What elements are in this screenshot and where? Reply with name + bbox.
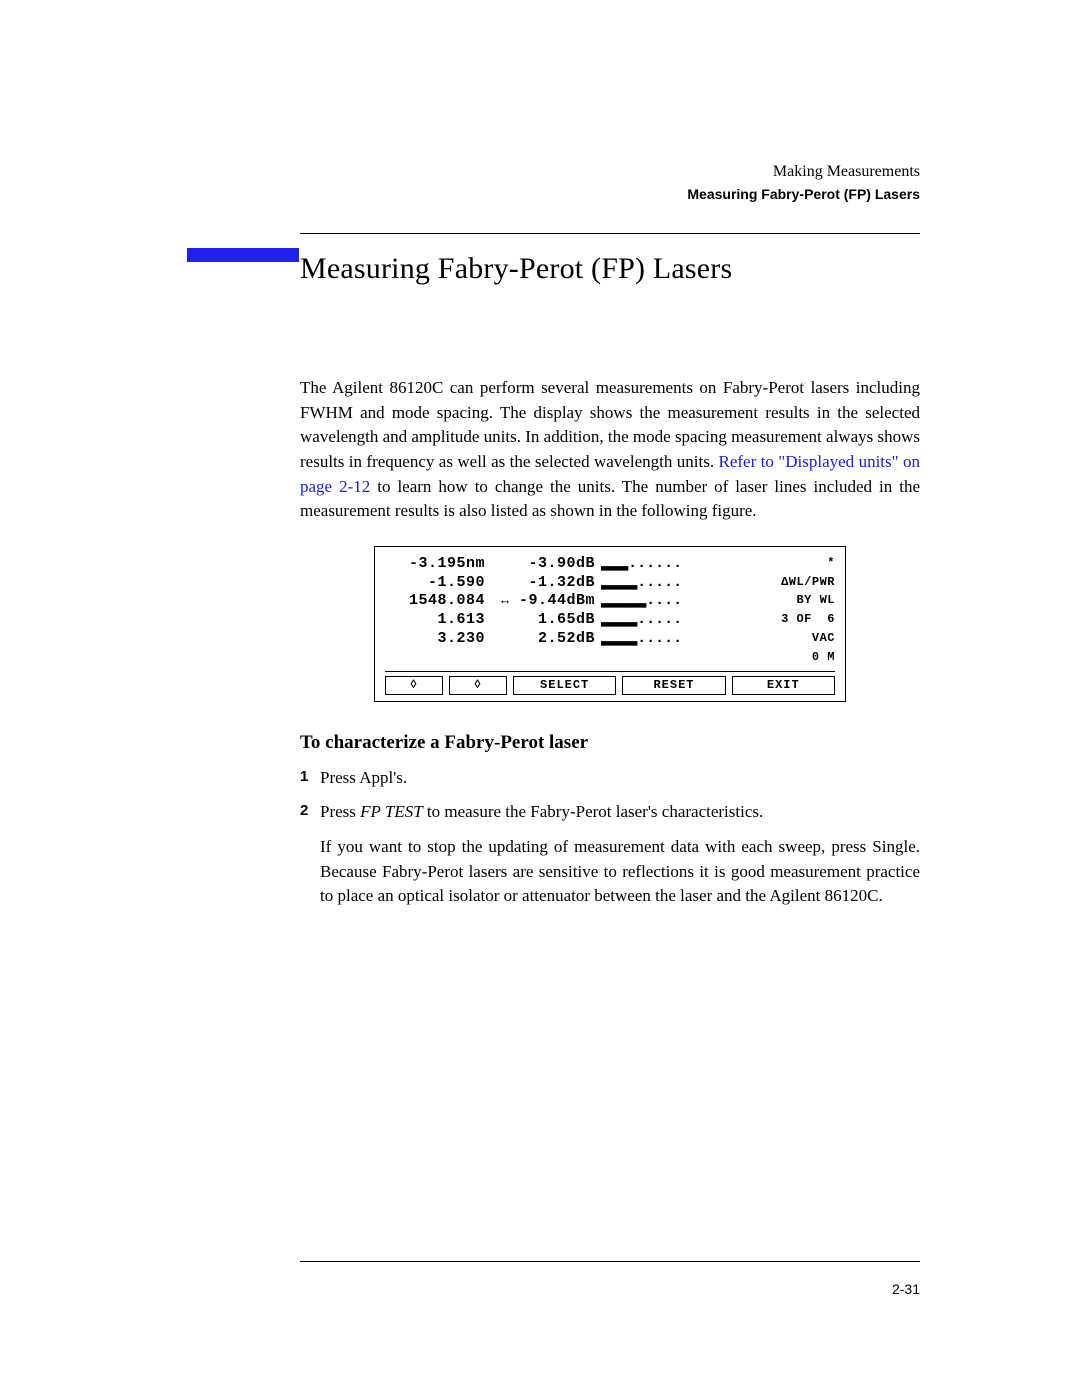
wl-val: -3.195nm — [385, 555, 485, 574]
step-2: 2 Press FP TEST to measure the Fabry-Per… — [300, 800, 920, 825]
softkey-reset[interactable]: RESET — [622, 676, 725, 695]
side-label: 0 M — [725, 649, 835, 665]
page-title: Measuring Fabry-Perot (FP) Lasers — [300, 252, 920, 286]
wl-val: 1.613 — [385, 611, 485, 630]
section-marker-tab — [187, 248, 299, 262]
page-number: 2-31 — [892, 1281, 920, 1297]
softkey-1[interactable]: ◊ — [385, 676, 443, 695]
softkey-exit[interactable]: EXIT — [732, 676, 835, 695]
step-2-paragraph: If you want to stop the updating of meas… — [300, 835, 920, 909]
step-text-italic: FP TEST — [360, 802, 423, 821]
step-text: Press Appl's. — [320, 768, 407, 787]
running-header: Making Measurements Measuring Fabry-Pero… — [300, 160, 920, 205]
page: Making Measurements Measuring Fabry-Pero… — [0, 0, 1080, 1397]
bar-graph: ▂▂▂▂..... — [595, 611, 725, 630]
side-label: BY WL — [725, 592, 835, 611]
pwr-text: 2.52dB — [538, 630, 595, 647]
wl-val: -1.590 — [385, 574, 485, 593]
side-label: VAC — [725, 630, 835, 649]
softkey-row: ◊ ◊ SELECT RESET EXIT — [385, 671, 835, 695]
pwr-text: -9.44dBm — [519, 592, 595, 609]
step-text-suffix: to measure the Fabry-Perot laser's chara… — [423, 802, 764, 821]
pwr-text: -3.90dB — [528, 555, 595, 572]
wl-val: 1548.084 — [385, 592, 485, 611]
intro-text-b: to learn how to change the units. The nu… — [300, 477, 920, 521]
bar-graph: ▂▂▂▂..... — [595, 630, 725, 649]
pwr-val: ↔ -9.44dBm — [485, 592, 595, 611]
softkey-2[interactable]: ◊ — [449, 676, 507, 695]
intro-paragraph: The Agilent 86120C can perform several m… — [300, 376, 920, 524]
step-number: 2 — [300, 800, 308, 822]
pwr-text: 1.65dB — [538, 611, 595, 628]
header-chapter: Making Measurements — [300, 160, 920, 184]
side-label: 3 OF 6 — [725, 611, 835, 630]
step-text-prefix: Press — [320, 802, 360, 821]
side-label: * — [725, 555, 835, 574]
step-number: 1 — [300, 766, 308, 788]
top-rule — [300, 233, 920, 234]
procedure-steps: 1 Press Appl's. 2 Press FP TEST to measu… — [300, 766, 920, 825]
display-grid: -3.195nm -3.90dB ▂▂▂...... * -1.590 -1.3… — [385, 555, 835, 665]
pwr-val: 1.65dB — [485, 611, 595, 630]
step-1: 1 Press Appl's. — [300, 766, 920, 791]
softkey-select[interactable]: SELECT — [513, 676, 616, 695]
bottom-rule — [300, 1261, 920, 1262]
pwr-val: -1.32dB — [485, 574, 595, 593]
wl-val: 3.230 — [385, 630, 485, 649]
instrument-display: -3.195nm -3.90dB ▂▂▂...... * -1.590 -1.3… — [374, 546, 846, 702]
arrow-icon: ↔ — [501, 593, 509, 608]
bar-graph: ▂▂▂▂▂.... — [595, 592, 725, 611]
bar-graph: ▂▂▂...... — [595, 555, 725, 574]
procedure-heading: To characterize a Fabry-Perot laser — [300, 732, 920, 754]
bar-graph: ▂▂▂▂..... — [595, 574, 725, 593]
header-section: Measuring Fabry-Perot (FP) Lasers — [300, 184, 920, 205]
pwr-val: -3.90dB — [485, 555, 595, 574]
side-label: ΔWL/PWR — [725, 574, 835, 593]
pwr-val: 2.52dB — [485, 630, 595, 649]
pwr-text: -1.32dB — [528, 574, 595, 591]
display-figure: -3.195nm -3.90dB ▂▂▂...... * -1.590 -1.3… — [300, 546, 920, 702]
